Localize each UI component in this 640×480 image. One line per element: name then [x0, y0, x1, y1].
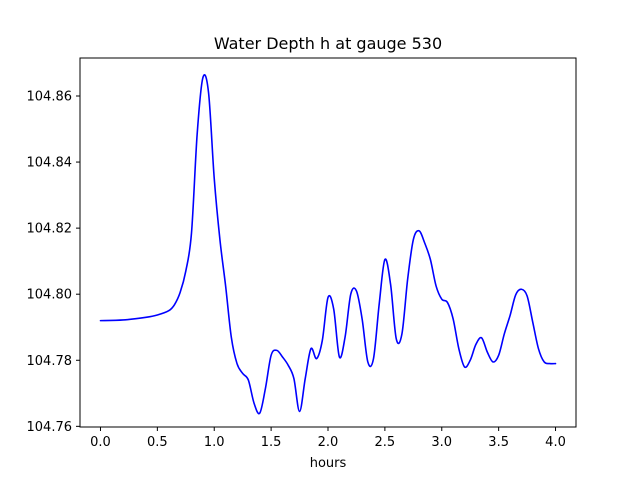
- x-tick-label: 2.0: [318, 435, 339, 450]
- y-tick-label: 104.78: [27, 354, 73, 369]
- y-tick-label: 104.76: [27, 420, 73, 435]
- chart-title: Water Depth h at gauge 530: [214, 34, 442, 53]
- x-tick-label: 1.5: [261, 435, 282, 450]
- x-tick-label: 2.5: [375, 435, 396, 450]
- x-axis-label: hours: [310, 456, 347, 471]
- x-tick-label: 4.0: [545, 435, 566, 450]
- x-tick-label: 1.0: [204, 435, 225, 450]
- x-tick-label: 3.0: [431, 435, 452, 450]
- x-tick-label: 3.5: [488, 435, 509, 450]
- plot-area: [99, 74, 557, 415]
- series-line-0: [99, 74, 557, 415]
- x-tick-label: 0.5: [147, 435, 168, 450]
- y-tick-label: 104.86: [27, 89, 73, 104]
- y-axis: 104.76 104.78 104.80 104.82 104.84 104.86: [27, 89, 80, 435]
- y-tick-label: 104.82: [27, 222, 73, 237]
- y-tick-label: 104.80: [27, 288, 73, 303]
- x-tick-label: 0.0: [90, 435, 111, 450]
- y-tick-label: 104.84: [27, 156, 73, 171]
- x-axis: 0.0 0.5 1.0 1.5 2.0 2.5 3.0 3.5 4.0: [90, 427, 566, 450]
